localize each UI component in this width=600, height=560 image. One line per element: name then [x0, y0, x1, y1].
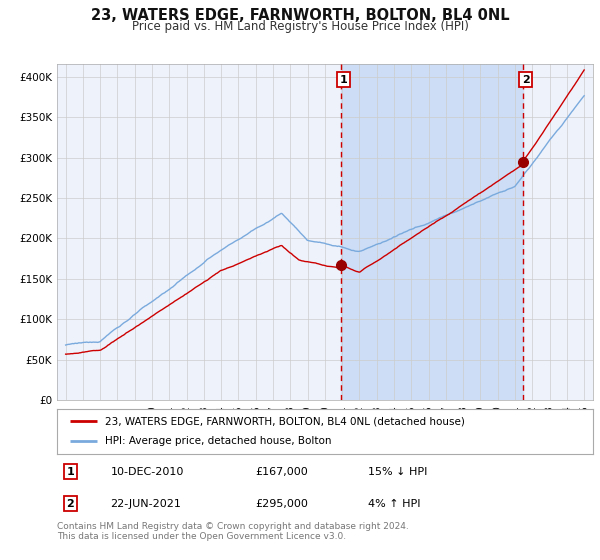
Text: 1: 1 — [67, 466, 74, 477]
Text: 1: 1 — [340, 74, 347, 85]
Text: 2: 2 — [522, 74, 530, 85]
Text: 22-JUN-2021: 22-JUN-2021 — [110, 498, 181, 508]
Text: 23, WATERS EDGE, FARNWORTH, BOLTON, BL4 0NL (detached house): 23, WATERS EDGE, FARNWORTH, BOLTON, BL4 … — [105, 416, 465, 426]
Text: 10-DEC-2010: 10-DEC-2010 — [110, 466, 184, 477]
Text: 23, WATERS EDGE, FARNWORTH, BOLTON, BL4 0NL: 23, WATERS EDGE, FARNWORTH, BOLTON, BL4 … — [91, 8, 509, 24]
Text: 2: 2 — [67, 498, 74, 508]
Text: £295,000: £295,000 — [255, 498, 308, 508]
Text: Contains HM Land Registry data © Crown copyright and database right 2024.
This d: Contains HM Land Registry data © Crown c… — [57, 522, 409, 542]
Text: £167,000: £167,000 — [255, 466, 308, 477]
Text: 15% ↓ HPI: 15% ↓ HPI — [368, 466, 427, 477]
Text: 4% ↑ HPI: 4% ↑ HPI — [368, 498, 420, 508]
Bar — [341, 64, 523, 400]
Text: Price paid vs. HM Land Registry's House Price Index (HPI): Price paid vs. HM Land Registry's House … — [131, 20, 469, 33]
Text: HPI: Average price, detached house, Bolton: HPI: Average price, detached house, Bolt… — [105, 436, 332, 446]
